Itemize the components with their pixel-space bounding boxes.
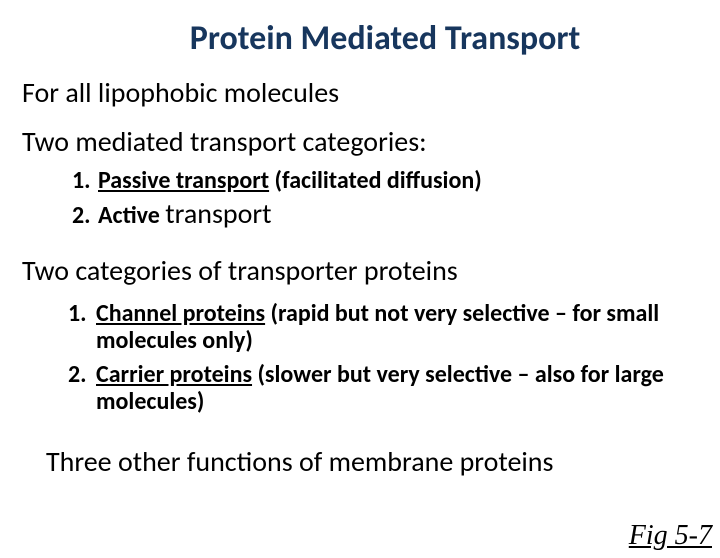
categories-heading-text: Two mediated transport categories: [22, 124, 427, 159]
figure-reference-text: Fig 5-7 [629, 520, 712, 551]
title-text: Protein Mediated Transport [190, 18, 581, 59]
transporter-proteins-list: 1. Channel proteins (rapid but not very … [68, 300, 720, 416]
other-functions-text: Three other functions of membrane protei… [46, 444, 553, 479]
figure-reference: Fig 5-7 [629, 520, 712, 552]
item-number: 2. [72, 200, 98, 231]
item-text: Carrier proteins (slower but very select… [96, 361, 696, 416]
item-rest: (facilitated diffusion) [269, 166, 482, 195]
item-text: Channel proteins (rapid but not very sel… [96, 300, 696, 355]
list-item: 2. Carrier proteins (slower but very sel… [68, 361, 696, 416]
categories-heading: Two mediated transport categories: [22, 124, 720, 159]
list-item: 1.Passive transport (facilitated diffusi… [72, 165, 720, 196]
intro-text: For all lipophobic molecules [22, 75, 339, 110]
item-prefix: Active [98, 201, 165, 230]
item-label: Passive transport [98, 166, 269, 195]
item-word: transport [165, 196, 271, 231]
list-item: 1. Channel proteins (rapid but not very … [68, 300, 696, 355]
item-number: 1. [72, 165, 98, 196]
proteins-heading: Two categories of transporter proteins [22, 253, 720, 288]
list-item: 2.Active transport [72, 196, 720, 232]
proteins-heading-text: Two categories of transporter proteins [22, 253, 458, 288]
slide-title: Protein Mediated Transport [50, 18, 720, 59]
item-number: 2. [68, 361, 96, 416]
intro-line: For all lipophobic molecules [22, 75, 720, 110]
item-label: Channel proteins [96, 299, 265, 328]
item-label: Carrier proteins [96, 360, 252, 389]
transport-categories-list: 1.Passive transport (facilitated diffusi… [72, 165, 720, 233]
other-functions-line: Three other functions of membrane protei… [46, 444, 720, 479]
item-number: 1. [68, 300, 96, 355]
